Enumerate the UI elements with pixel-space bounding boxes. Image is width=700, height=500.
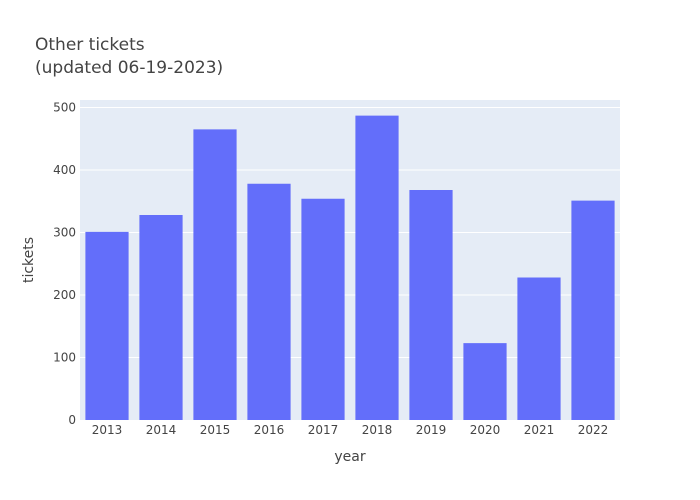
x-tick-label: 2013	[92, 423, 123, 437]
y-tick-label: 500	[53, 101, 76, 115]
bar-2016[interactable]	[247, 183, 291, 420]
x-axis-ticks: 2013 2014 2015 2016 2017 2018 2019 2020 2021 2022	[92, 423, 609, 437]
x-tick-label: 2016	[254, 423, 285, 437]
y-axis-title: tickets	[21, 237, 37, 283]
y-tick-label: 200	[53, 288, 76, 302]
bar-2013[interactable]	[85, 231, 129, 420]
bar-2021[interactable]	[517, 277, 561, 421]
bar-2020[interactable]	[463, 343, 507, 420]
x-tick-label: 2017	[308, 423, 339, 437]
y-tick-label: 0	[68, 413, 76, 427]
y-tick-label: 300	[53, 226, 76, 240]
bar-2017[interactable]	[301, 198, 345, 420]
x-tick-label: 2015	[200, 423, 231, 437]
chart-title-line-2: (updated 06-19-2023)	[35, 58, 223, 78]
y-tick-label: 100	[53, 351, 76, 365]
x-axis-title: year	[334, 449, 365, 465]
x-tick-label: 2018	[362, 423, 393, 437]
y-axis-ticks: 0 100 200 300 400 500	[53, 101, 76, 428]
bar-2022[interactable]	[571, 200, 615, 420]
x-tick-label: 2022	[578, 423, 609, 437]
bar-2019[interactable]	[409, 190, 453, 420]
bar-2018[interactable]	[355, 115, 399, 420]
x-tick-label: 2020	[470, 423, 501, 437]
bar-2014[interactable]	[139, 215, 183, 420]
x-tick-label: 2019	[416, 423, 447, 437]
x-tick-label: 2021	[524, 423, 555, 437]
y-tick-label: 400	[53, 163, 76, 177]
chart-title-line-1: Other tickets	[35, 35, 145, 55]
bars-group	[85, 115, 615, 421]
bar-2015[interactable]	[193, 129, 237, 420]
x-tick-label: 2014	[146, 423, 177, 437]
